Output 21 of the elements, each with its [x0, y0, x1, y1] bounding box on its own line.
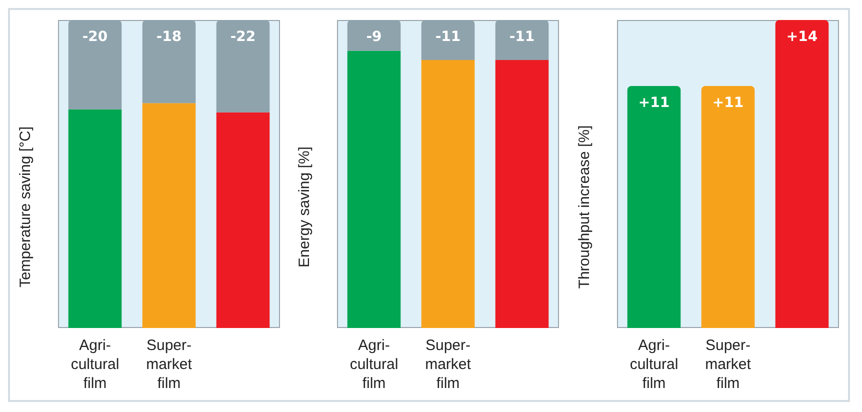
x-tick-label: Agri- cultural film — [629, 337, 678, 392]
x-tick-label: Super- market film — [425, 337, 472, 392]
annotation: -20 — [82, 29, 108, 45]
annotation: -11 — [510, 29, 535, 45]
x-tick-label: Agri- cultural film — [70, 337, 120, 392]
annotation: -22 — [230, 29, 256, 45]
bar — [216, 112, 270, 328]
x-tick-label: Agri- cultural film — [350, 337, 399, 392]
x-tick-label: Super- market film — [146, 337, 193, 392]
annotation: -11 — [436, 29, 461, 45]
data-label: +14 — [786, 29, 818, 45]
y-axis-title: Energy saving [%] — [296, 146, 314, 268]
annotation: -9 — [366, 29, 382, 45]
data-label: +11 — [638, 95, 670, 111]
data-label: +11 — [712, 95, 744, 111]
annotation: -18 — [156, 29, 182, 45]
y-axis-title: Temperature saving [°C] — [17, 126, 34, 288]
y-axis-title: Throughput increase [%] — [576, 125, 593, 289]
bar — [68, 109, 122, 328]
x-tick-label: Super- market film — [704, 337, 752, 392]
bar — [142, 103, 196, 328]
